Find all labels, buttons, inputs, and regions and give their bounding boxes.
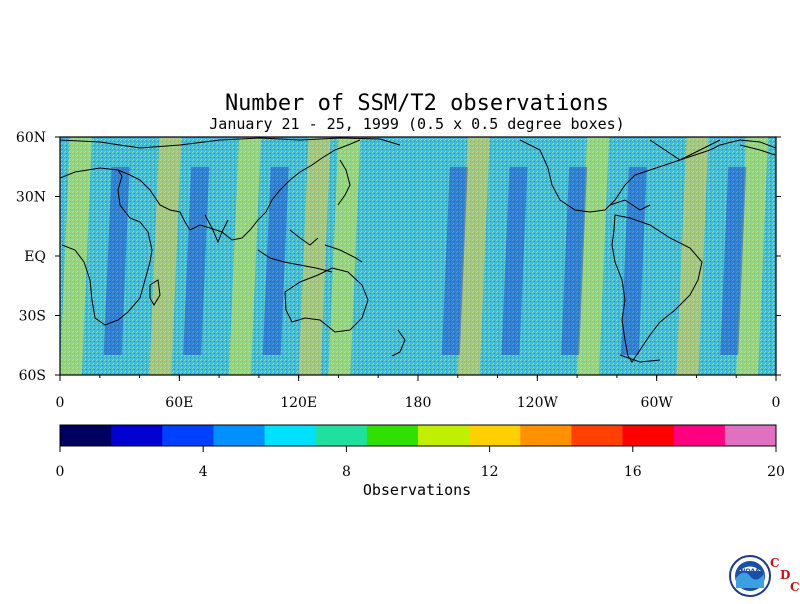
chart-title: Number of SSM/T2 observations (224, 91, 610, 116)
colorbar-cells (60, 425, 777, 446)
colorbar-cell (315, 425, 368, 446)
x-tick-label: 0 (772, 395, 781, 411)
high-count-band (676, 137, 709, 375)
y-tick-label: EQ (24, 249, 46, 265)
low-count-band (620, 167, 647, 355)
cdc-letter-1: C (770, 556, 780, 570)
y-tick-label: 30S (19, 309, 46, 325)
high-count-band (298, 137, 331, 375)
low-count-band (103, 167, 130, 355)
x-axis: 0 60E 120E 180 120W 60W 0 (56, 375, 781, 411)
colorbar-tick-label: 4 (199, 464, 208, 480)
high-count-band (228, 137, 261, 375)
x-tick-label: 180 (405, 395, 432, 411)
y-tick-label: 30N (16, 190, 46, 206)
colorbar-tick-label: 16 (624, 464, 642, 480)
x-tick-label: 120E (280, 395, 317, 411)
colorbar-cell (673, 425, 726, 446)
colorbar-cell (469, 425, 521, 446)
colorbar-title: Observations (362, 481, 472, 499)
colorbar-cell (520, 425, 572, 446)
chart-subtitle: January 21 - 25, 1999 (0.5 x 0.5 degree … (209, 115, 625, 133)
map-panel (59, 136, 777, 376)
colorbar-ticks: 0 4 8 12 16 20 (56, 446, 785, 480)
noaa-cdc-logo: NOAA C D C (728, 554, 800, 600)
colorbar-cell (622, 425, 675, 446)
x-tick-label: 60E (165, 395, 193, 411)
colorbar-cell (571, 425, 624, 446)
y-tick-label: 60N (16, 130, 46, 146)
colorbar-cell (111, 425, 163, 446)
low-count-band (561, 167, 588, 355)
colorbar-cell (162, 425, 214, 446)
x-tick-label: 120W (517, 395, 559, 411)
colorbar-tick-label: 8 (342, 464, 351, 480)
low-count-band (501, 167, 528, 355)
y-tick-label: 60S (19, 368, 46, 384)
noaa-logo: NOAA (729, 555, 771, 597)
low-count-band (441, 167, 468, 355)
high-count-band (328, 137, 361, 375)
colorbar-cell (264, 425, 317, 446)
low-count-band (183, 167, 210, 355)
colorbar-cell (213, 425, 266, 446)
high-count-band (149, 137, 182, 375)
colorbar-cell (60, 425, 112, 446)
cdc-letter-2: D (780, 568, 791, 582)
y-axis: 60N 30N EQ 30S 60S (16, 130, 781, 384)
colorbar-frame (59, 424, 777, 447)
high-count-band (736, 137, 769, 375)
colorbar-tick-label: 12 (481, 464, 499, 480)
colorbar-cell (418, 425, 470, 446)
colorbar-tick-label: 0 (56, 464, 65, 480)
x-tick-label: 60W (641, 395, 674, 411)
colorbar-tick-label: 20 (767, 464, 785, 480)
x-tick-label: 0 (56, 395, 65, 411)
noaa-text: NOAA (740, 568, 760, 575)
observation-bands (60, 137, 769, 375)
colorbar-cell (724, 425, 777, 446)
low-count-band (720, 167, 747, 355)
cdc-letter-3: C (790, 580, 800, 594)
coastlines (60, 137, 776, 363)
colorbar-cell (366, 425, 419, 446)
low-count-band (262, 167, 289, 355)
colorbar: 0 4 8 12 16 20 (56, 424, 785, 480)
high-count-band (60, 137, 92, 375)
high-count-band (577, 137, 609, 375)
high-count-band (457, 137, 490, 375)
